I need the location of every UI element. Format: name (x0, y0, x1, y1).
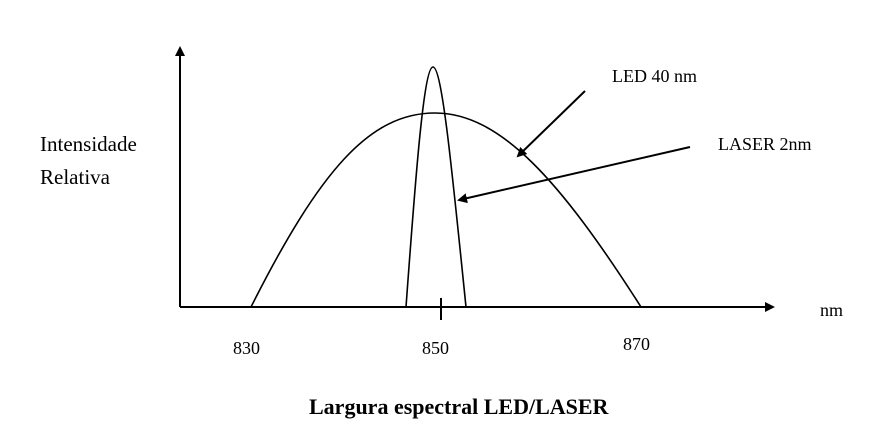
y-axis-label-line2: Relativa (40, 165, 110, 189)
laser-annotation: LASER 2nm (718, 134, 812, 154)
x-tick-label-830: 830 (233, 338, 260, 358)
led-annotation: LED 40 nm (612, 66, 697, 86)
laser-pointer-arrow (457, 146, 691, 204)
led-curve (250, 112, 642, 308)
diagram-title: Largura espectral LED/LASER (309, 394, 609, 419)
laser-curve (405, 66, 467, 308)
led-pointer-arrow (516, 90, 586, 158)
x-axis-unit: nm (820, 300, 844, 320)
x-tick-label-870: 870 (623, 334, 650, 354)
y-axis-label-line1: Intensidade (40, 132, 137, 156)
x-tick-label-850: 850 (422, 338, 449, 358)
